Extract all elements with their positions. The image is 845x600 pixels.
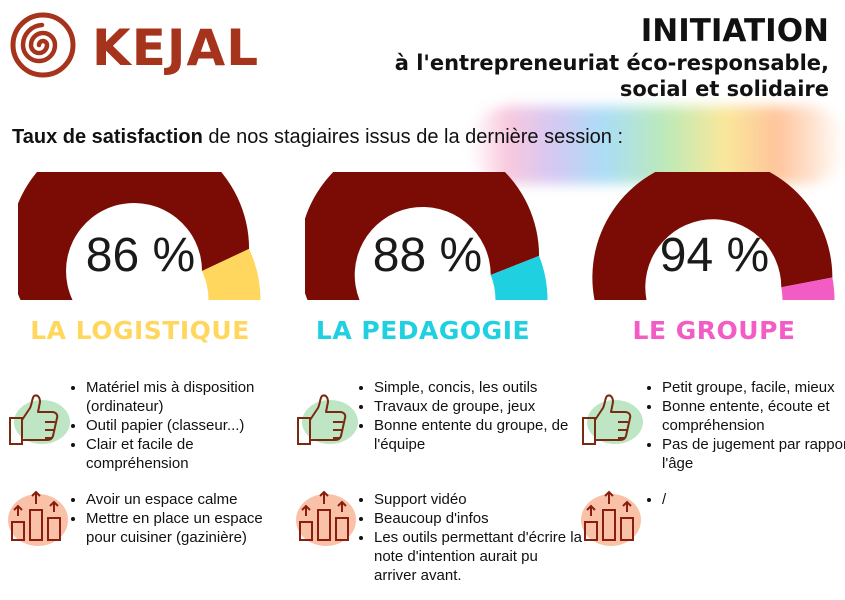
heading-subtitle-line1: à l'entrepreneuriat éco-responsable, bbox=[394, 51, 829, 75]
gauge-track bbox=[592, 172, 833, 300]
gauge-track bbox=[18, 172, 250, 300]
growth-bars-icon bbox=[2, 484, 72, 554]
list-item: Pas de jugement par rapport à l'âge bbox=[662, 435, 845, 473]
gauge-logistique: 86 % bbox=[18, 172, 263, 302]
positives-list-pedagogie: Simple, concis, les outils Travaux de gr… bbox=[352, 378, 584, 454]
brand-name: KEJAL bbox=[92, 19, 260, 77]
list-item: Petit groupe, facile, mieux bbox=[662, 378, 845, 397]
gauge-accent bbox=[781, 277, 835, 300]
category-title-pedagogie: LA PEDAGOGIE bbox=[315, 316, 531, 345]
gauge-accent bbox=[202, 248, 261, 300]
improvements-list-logistique: Avoir un espace calme Mettre en place un… bbox=[64, 490, 296, 547]
thumbs-up-icon bbox=[575, 384, 645, 454]
growth-bars-icon bbox=[290, 484, 360, 554]
list-item: Bonne entente du groupe, de l'équipe bbox=[374, 416, 584, 454]
list-item: Clair et facile de compréhension bbox=[86, 435, 286, 473]
list-item: Outil papier (classeur...) bbox=[86, 416, 286, 435]
thumbs-up-icon bbox=[2, 384, 72, 454]
category-title-groupe: LE GROUPE bbox=[632, 316, 796, 345]
gauge-groupe: 94 % bbox=[592, 172, 837, 302]
rainbow-decoration bbox=[470, 106, 845, 184]
positives-list-logistique: Matériel mis à disposition (ordinateur) … bbox=[64, 378, 286, 473]
gauge-pedagogie: 88 % bbox=[305, 172, 550, 302]
improvements-list-pedagogie: Support vidéo Beaucoup d'infos Les outil… bbox=[352, 490, 584, 585]
brand-logo: KEJAL bbox=[10, 12, 270, 82]
positives-list-groupe: Petit groupe, facile, mieux Bonne entent… bbox=[640, 378, 845, 473]
gauge-accent bbox=[490, 255, 548, 300]
gauge-chart bbox=[18, 172, 261, 300]
page-heading: INITIATION à l'entrepreneuriat éco-respo… bbox=[395, 12, 829, 102]
gauge-chart bbox=[592, 172, 835, 300]
list-item: Avoir un espace calme bbox=[86, 490, 296, 509]
gauge-track bbox=[305, 172, 540, 300]
growth-bars-icon bbox=[575, 484, 645, 554]
list-item: Matériel mis à disposition (ordinateur) bbox=[86, 378, 286, 416]
satisfaction-intro: Taux de satisfaction de nos stagiaires i… bbox=[12, 126, 623, 149]
list-item: Simple, concis, les outils bbox=[374, 378, 584, 397]
list-item: Les outils permettant d'écrire la note d… bbox=[374, 528, 584, 585]
spiral-icon bbox=[10, 12, 76, 78]
category-title-logistique: LA LOGISTIQUE bbox=[30, 316, 250, 345]
list-item: Mettre en place un espace pour cuisiner … bbox=[86, 509, 296, 547]
list-item: / bbox=[662, 490, 842, 509]
satisfaction-intro-bold: Taux de satisfaction bbox=[12, 126, 203, 148]
satisfaction-intro-rest: de nos stagiaires issus de la dernière s… bbox=[202, 126, 624, 148]
thumbs-up-icon bbox=[290, 384, 360, 454]
list-item: Bonne entente, écoute et compréhension bbox=[662, 397, 845, 435]
list-item: Travaux de groupe, jeux bbox=[374, 397, 584, 416]
gauge-percent: 94 % bbox=[659, 229, 770, 282]
list-item: Support vidéo bbox=[374, 490, 584, 509]
improvements-list-groupe: / bbox=[640, 490, 842, 509]
gauge-percent: 88 % bbox=[372, 229, 483, 282]
gauge-percent: 86 % bbox=[85, 229, 196, 282]
heading-title: INITIATION bbox=[640, 13, 829, 49]
gauge-chart bbox=[305, 172, 548, 300]
list-item: Beaucoup d'infos bbox=[374, 509, 584, 528]
heading-subtitle-line2: social et solidaire bbox=[619, 77, 829, 101]
